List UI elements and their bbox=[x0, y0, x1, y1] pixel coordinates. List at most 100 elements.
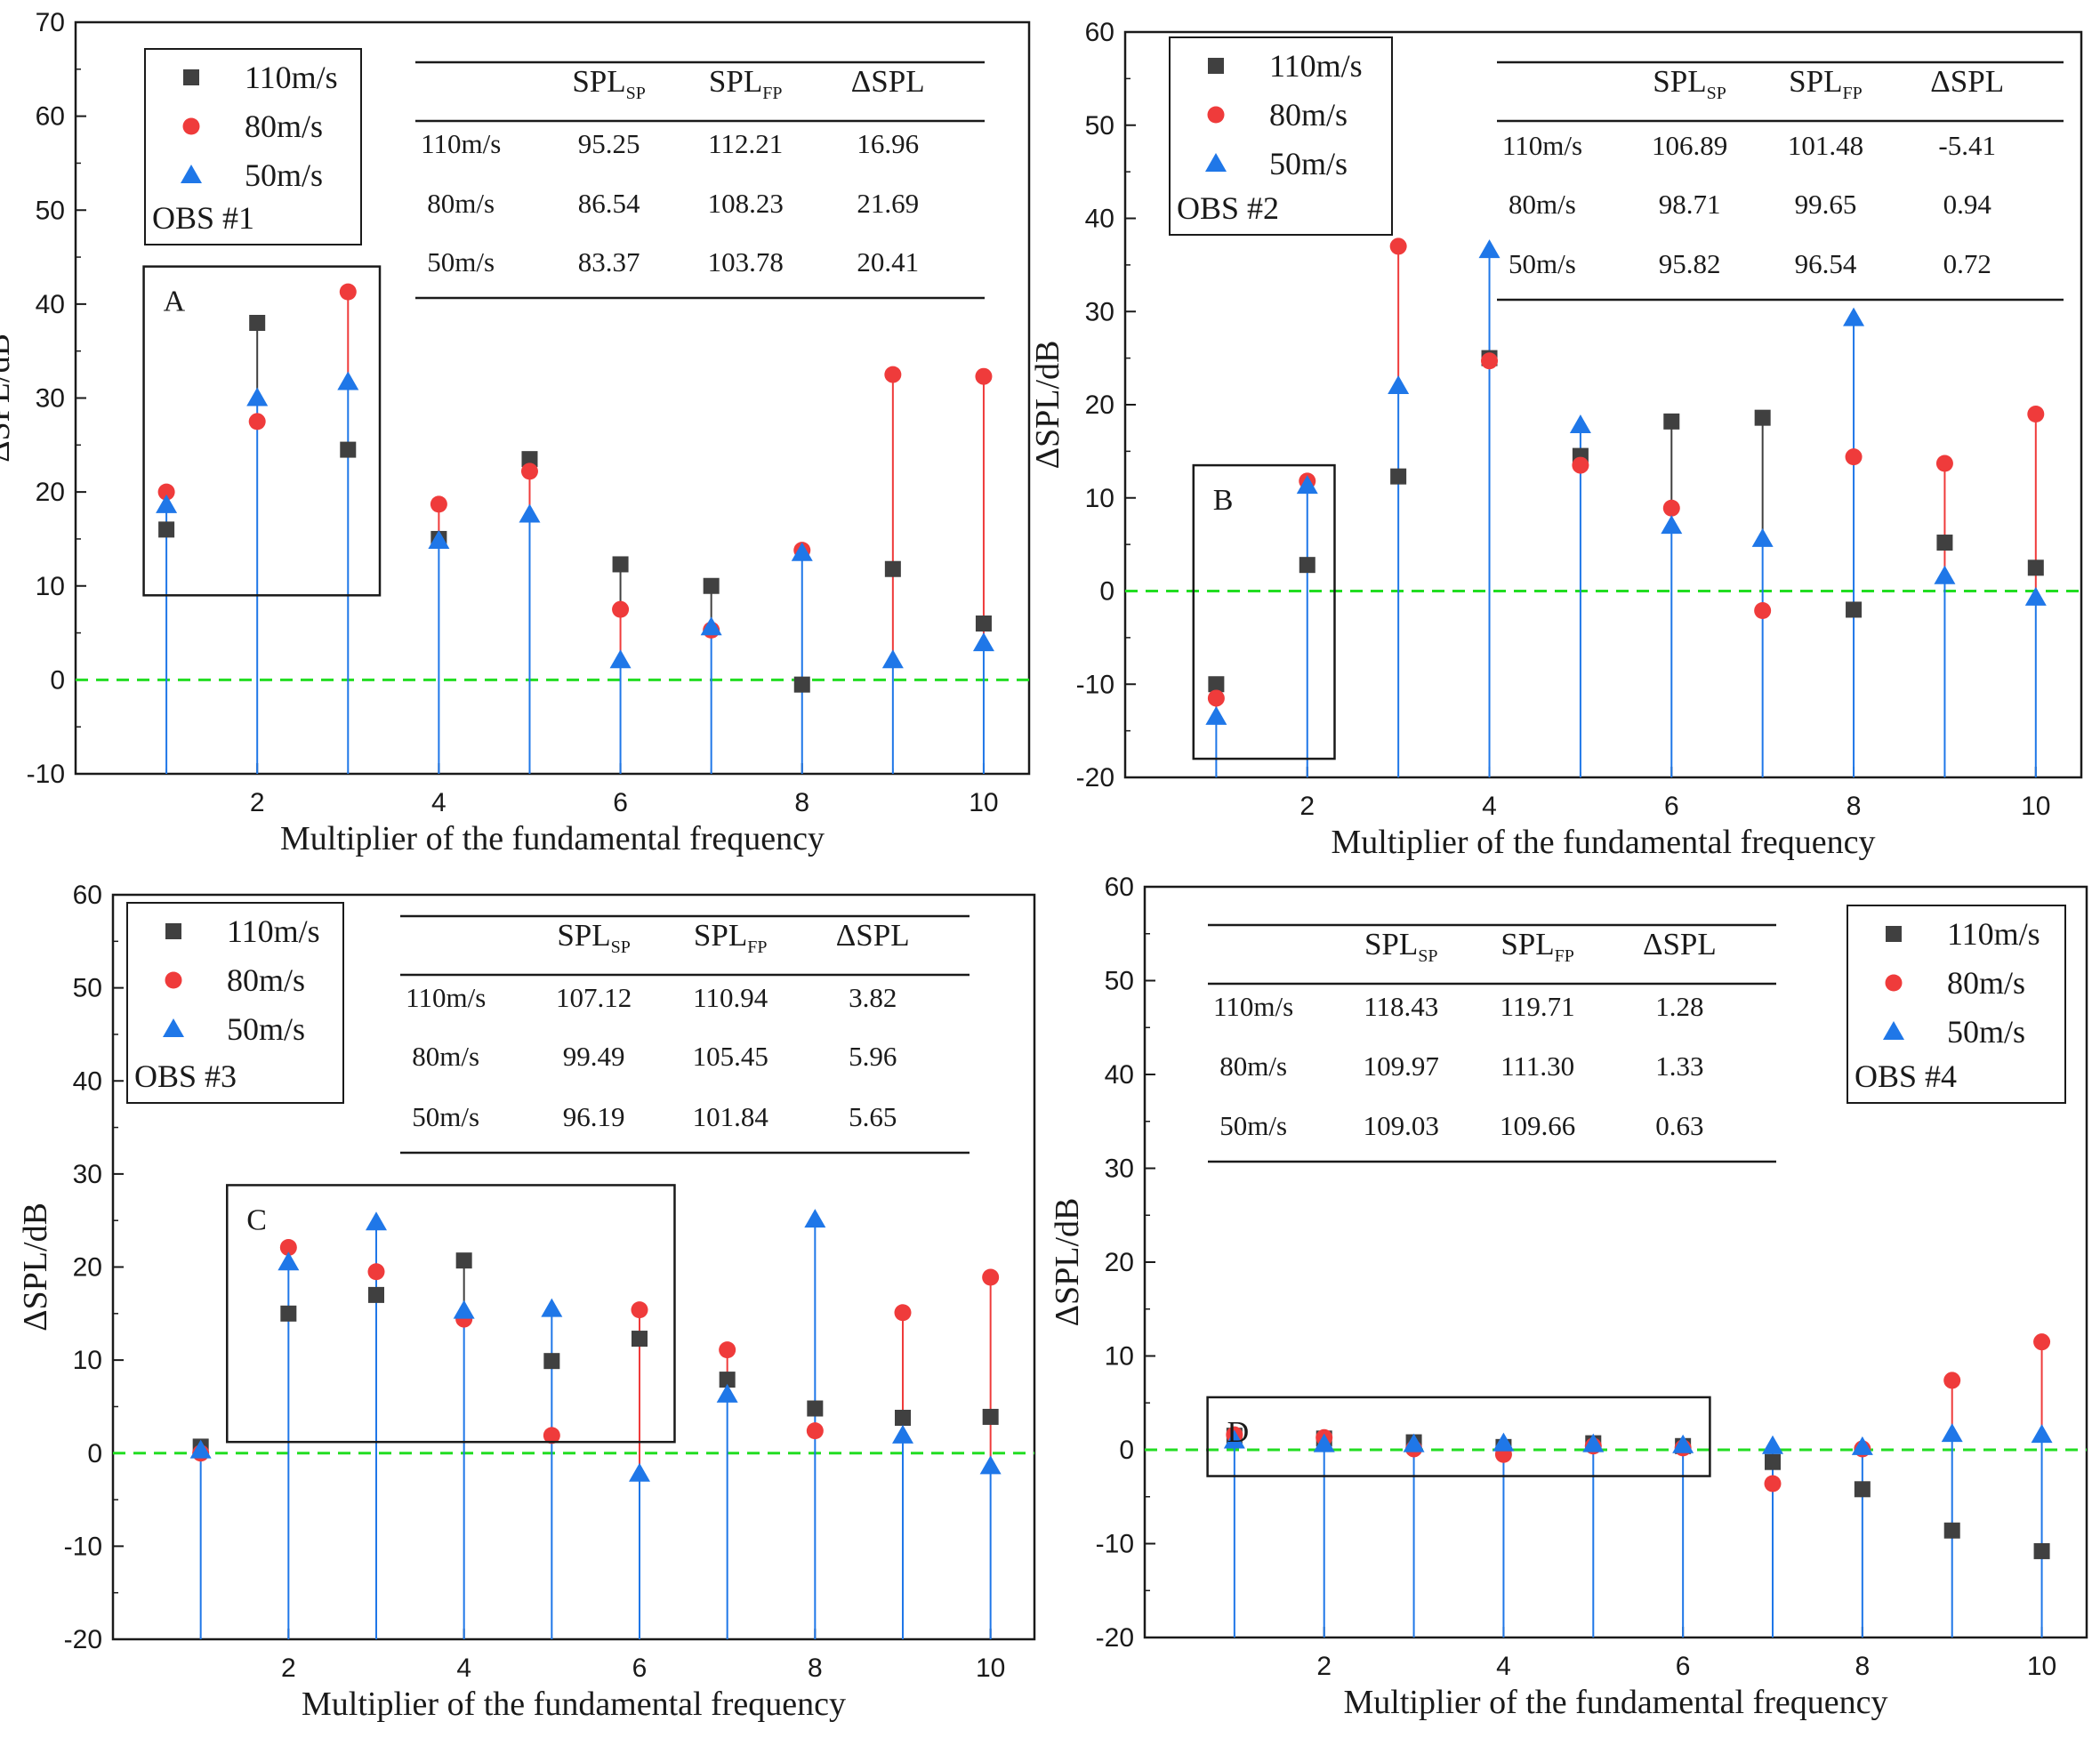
point-80m-s bbox=[339, 283, 357, 301]
table-cell: 0.63 bbox=[1655, 1110, 1703, 1141]
table-header: SPLSP bbox=[1364, 927, 1438, 966]
table-cell: 1.33 bbox=[1655, 1050, 1703, 1082]
y-tick-label: 10 bbox=[1085, 484, 1114, 513]
y-tick-label: 30 bbox=[1085, 297, 1114, 326]
table-cell: 110m/s bbox=[421, 128, 501, 159]
table-cell: 109.03 bbox=[1364, 1110, 1439, 1141]
point-80m-s bbox=[631, 1301, 648, 1319]
annotation-label: B bbox=[1213, 484, 1234, 517]
x-tick-label: 10 bbox=[976, 1653, 1005, 1683]
point-110m-s bbox=[1754, 409, 1771, 426]
y-tick-label: 0 bbox=[87, 1439, 102, 1468]
legend-entry: 110m/s bbox=[227, 913, 320, 949]
point-50m-s bbox=[979, 1455, 1002, 1475]
x-tick-label: 6 bbox=[1664, 792, 1679, 821]
point-80m-s bbox=[2027, 405, 2045, 422]
table-cell: 95.25 bbox=[578, 128, 640, 159]
y-axis-title: ΔSPL/dB bbox=[1029, 341, 1066, 470]
annotation-box bbox=[142, 265, 382, 597]
table-header: SPLFP bbox=[1789, 64, 1863, 103]
x-tick-label: 2 bbox=[1299, 792, 1315, 821]
x-tick-label: 2 bbox=[281, 1653, 296, 1683]
legend-marker bbox=[182, 117, 200, 135]
point-50m-s bbox=[2031, 1424, 2053, 1444]
y-tick-label: 10 bbox=[1105, 1342, 1134, 1372]
legend-box bbox=[144, 48, 362, 245]
legend-marker bbox=[165, 971, 182, 989]
table-cell: 110m/s bbox=[1213, 991, 1293, 1022]
table-cell: 112.21 bbox=[708, 128, 783, 159]
legend-box bbox=[1169, 36, 1393, 236]
table-header: ΔSPL bbox=[1930, 64, 2004, 99]
point-110m-s bbox=[1390, 468, 1407, 485]
point-110m-s bbox=[895, 1409, 911, 1426]
table-cell: 119.71 bbox=[1501, 991, 1575, 1022]
y-tick-label: 50 bbox=[1105, 967, 1134, 996]
y-tick-label: 70 bbox=[36, 8, 65, 37]
x-tick-label: 10 bbox=[2021, 792, 2050, 821]
legend-marker bbox=[1883, 1021, 1904, 1040]
point-80m-s bbox=[975, 367, 993, 385]
point-50m-s bbox=[1223, 1429, 1245, 1449]
y-tick-label: 20 bbox=[73, 1253, 102, 1283]
y-tick-label: 40 bbox=[1085, 205, 1114, 234]
table-cell: 0.94 bbox=[1943, 189, 1992, 220]
point-50m-s bbox=[1388, 375, 1410, 395]
point-50m-s bbox=[881, 649, 904, 669]
point-80m-s bbox=[1845, 448, 1863, 466]
point-80m-s bbox=[1481, 352, 1499, 370]
table-cell: 101.84 bbox=[693, 1101, 769, 1132]
table-cell: 83.37 bbox=[578, 246, 640, 278]
table-cell: 105.45 bbox=[693, 1041, 768, 1072]
x-tick-label: 6 bbox=[613, 788, 628, 817]
table-header: SPLFP bbox=[709, 64, 783, 103]
table-cell: 109.97 bbox=[1364, 1050, 1439, 1082]
point-110m-s bbox=[982, 1408, 999, 1425]
point-110m-s bbox=[632, 1331, 648, 1348]
point-80m-s bbox=[248, 413, 266, 430]
point-50m-s bbox=[1478, 239, 1501, 259]
point-50m-s bbox=[2024, 586, 2047, 606]
y-tick-label: -20 bbox=[1096, 1623, 1134, 1653]
point-110m-s bbox=[1846, 601, 1863, 618]
legend-entry: 110m/s bbox=[1947, 916, 2040, 952]
table-cell: 99.49 bbox=[563, 1041, 625, 1072]
y-tick-label: 0 bbox=[50, 665, 65, 695]
point-50m-s bbox=[453, 1299, 475, 1319]
table-cell: 50m/s bbox=[412, 1101, 479, 1132]
point-80m-s bbox=[612, 600, 630, 618]
table-cell: 110m/s bbox=[1502, 130, 1582, 161]
x-axis-title: Multiplier of the fundamental frequency bbox=[1331, 824, 1875, 861]
point-50m-s bbox=[1296, 475, 1318, 495]
annotation-label: C bbox=[246, 1203, 267, 1236]
point-80m-s bbox=[1572, 456, 1589, 474]
y-tick-label: 10 bbox=[36, 572, 65, 601]
point-80m-s bbox=[367, 1263, 385, 1281]
legend-panel-label: OBS #3 bbox=[134, 1058, 237, 1094]
table-cell: 3.82 bbox=[849, 982, 897, 1013]
point-110m-s bbox=[158, 521, 175, 538]
point-110m-s bbox=[703, 577, 720, 594]
point-50m-s bbox=[1569, 414, 1591, 434]
legend-entry: 50m/s bbox=[1947, 1014, 2025, 1050]
legend-marker bbox=[1885, 974, 1903, 992]
point-80m-s bbox=[543, 1427, 560, 1444]
x-tick-label: 8 bbox=[794, 788, 809, 817]
y-tick-label: -10 bbox=[1096, 1530, 1134, 1559]
legend-marker bbox=[1207, 106, 1225, 124]
table-cell: 80m/s bbox=[427, 188, 495, 219]
point-50m-s bbox=[1582, 1433, 1605, 1452]
y-tick-label: 50 bbox=[36, 196, 65, 225]
point-50m-s bbox=[156, 494, 178, 513]
y-tick-label: 60 bbox=[36, 102, 65, 132]
x-axis-title: Multiplier of the fundamental frequency bbox=[302, 1686, 846, 1723]
x-tick-label: 4 bbox=[456, 1653, 471, 1683]
point-110m-s bbox=[1208, 676, 1225, 693]
y-tick-label: 20 bbox=[36, 478, 65, 507]
y-tick-label: 40 bbox=[73, 1066, 102, 1096]
chart-panel-3: -20 -10 0 10 20 30 40 50 60 2 4 6 8 10 Multiplier of t… bbox=[17, 881, 1036, 1723]
point-50m-s bbox=[1941, 1423, 1963, 1443]
point-80m-s bbox=[520, 463, 538, 480]
point-80m-s bbox=[1389, 237, 1407, 255]
point-110m-s bbox=[1854, 1481, 1871, 1498]
